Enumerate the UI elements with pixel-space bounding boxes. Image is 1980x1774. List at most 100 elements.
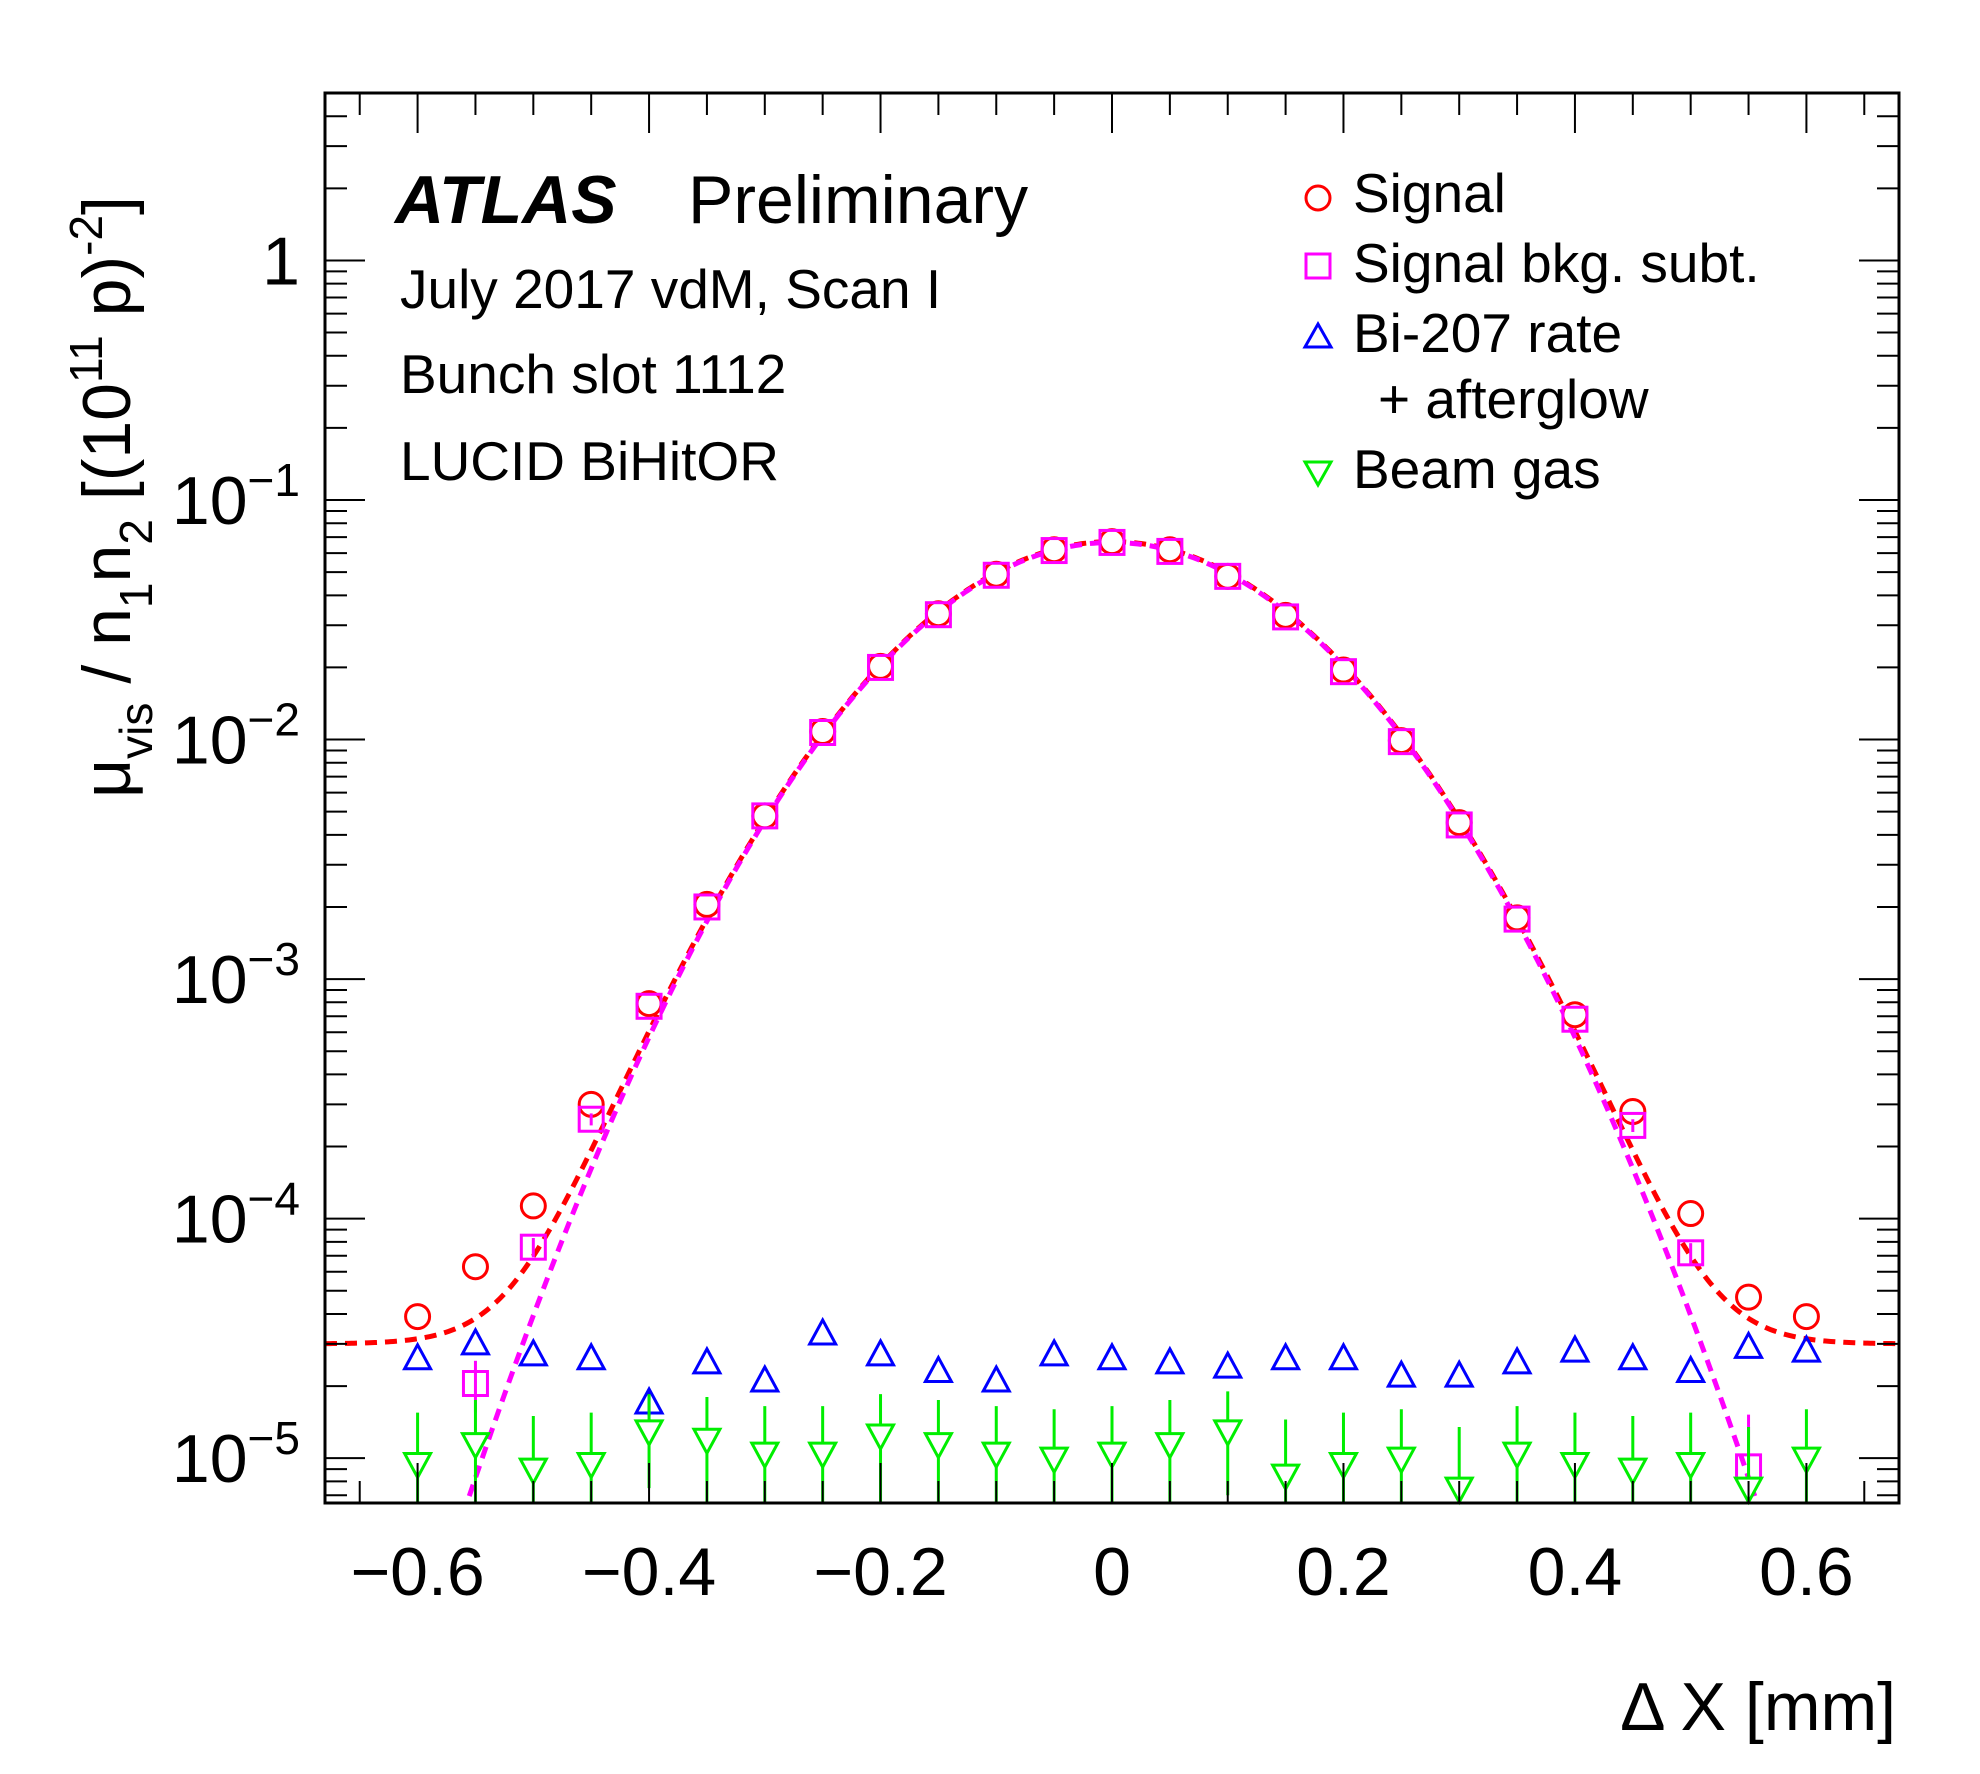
signal-point [1677, 1200, 1705, 1228]
signal-bkg-subt-point [693, 893, 721, 921]
bi207-point [807, 1316, 839, 1346]
y-tick-label: 10−4 [172, 1173, 300, 1258]
bi207-point [402, 1341, 434, 1371]
x-tick-label: −0.4 [582, 1534, 716, 1610]
legend: Signal Signal bkg. subt. Bi-207 rate + a… [1302, 162, 1760, 500]
signal-bkg-subt-point [1445, 811, 1473, 839]
y-title-open: [(10 [69, 383, 145, 519]
legend-label-signal-bkg-subt: Signal bkg. subt. [1353, 232, 1760, 294]
y-tick-base: 10 [172, 1182, 248, 1258]
y-title-p: p) [69, 256, 145, 335]
legend-label-signal: Signal [1353, 162, 1506, 224]
bi207-point [1443, 1359, 1475, 1388]
y-title-exp-minus2: -2 [60, 215, 112, 256]
x-tick-label: −0.6 [350, 1534, 484, 1610]
signal-point [1735, 1283, 1763, 1311]
beam-gas-point [517, 1457, 549, 1487]
legend-marker-bi207 [1302, 320, 1334, 349]
data-markers [402, 528, 1822, 1506]
annotation-line-1: July 2017 vdM, Scan I [400, 258, 941, 320]
legend-marker-signal [1304, 184, 1332, 212]
beam-gas-point [1501, 1441, 1533, 1471]
beam-gas-point [922, 1432, 954, 1461]
signal-bkg-subt-point [867, 653, 895, 681]
bi207-point [517, 1337, 549, 1367]
bi207-point [1385, 1359, 1417, 1388]
x-tick-label: −0.2 [813, 1534, 947, 1610]
x-axis-title: Δ X [mm] [1620, 1669, 1896, 1745]
signal-bkg-subt-point [1040, 537, 1068, 565]
y-title-exp11: 11 [60, 335, 112, 383]
signal-bkg-subt-point [461, 1370, 489, 1398]
fit-curves [324, 539, 1900, 1497]
signal-point [519, 1192, 547, 1220]
beam-gas-point [807, 1441, 839, 1471]
beam-gas-point [1096, 1441, 1128, 1471]
y-axis-title: μvis / n1n2 [(1011 p)-2] [60, 196, 162, 798]
legend-label-beam-gas: Beam gas [1353, 438, 1601, 500]
bi207-point [749, 1363, 781, 1393]
y-tick-base: 10 [172, 1421, 248, 1497]
signal-bkg-subt-point [1561, 1005, 1589, 1033]
beam-gas-point [633, 1419, 665, 1449]
atlas-label: ATLAS [393, 162, 617, 238]
bi207-point [1733, 1330, 1765, 1359]
x-tick-label: 0 [1093, 1534, 1131, 1610]
y-title-close: ] [69, 196, 145, 215]
signal-bkg-subt-point [1214, 562, 1242, 590]
y-title-mu: μ [69, 759, 145, 798]
bi207-point [922, 1354, 954, 1384]
beam-gas-point [980, 1441, 1012, 1471]
annotation-line-2: Bunch slot 1112 [400, 343, 786, 405]
signal-point [404, 1303, 432, 1331]
bi207-point [1096, 1341, 1128, 1371]
y-tick-exponent: −1 [248, 454, 300, 506]
bi207-point [1675, 1354, 1707, 1384]
beam-gas-point [1154, 1432, 1186, 1461]
beam-gas-point [1038, 1446, 1070, 1476]
annotation-line-3: LUCID BiHitOR [400, 430, 779, 492]
y-title-n: n [69, 545, 145, 583]
y-tick-label: 10−2 [172, 694, 300, 779]
bi207-point [1270, 1341, 1302, 1371]
signal-bkg-subt-point [1156, 537, 1184, 565]
signal-bkg-subt-point [1503, 905, 1531, 933]
x-tick-label: 0.6 [1759, 1534, 1854, 1610]
y-title-sub1: 1 [110, 582, 162, 608]
y-tick-base: 10 [172, 942, 248, 1018]
legend-label-afterglow: + afterglow [1378, 368, 1649, 430]
signal-bkg-subt-point [982, 561, 1010, 589]
bi207-point [1617, 1341, 1649, 1371]
y-title-sub2: 2 [110, 519, 162, 545]
signal-point [461, 1253, 489, 1281]
y-tick-exponent: −4 [248, 1173, 300, 1225]
signal-bkg-subt-point [1272, 603, 1300, 631]
y-tick-exponent: −2 [248, 694, 300, 746]
beam-gas-point [691, 1427, 723, 1457]
beam-gas-point [575, 1452, 607, 1481]
legend-label-bi207: Bi-207 rate [1353, 302, 1622, 364]
y-title-slash-n: / n [69, 608, 145, 703]
beam-gas-point [865, 1423, 897, 1453]
signal-bkg-subt-point [519, 1233, 547, 1261]
signal-bkg-subt-point [924, 601, 952, 629]
y-tick-exponent: −5 [248, 1412, 300, 1464]
beam-gas-point [1617, 1457, 1649, 1487]
y-tick-base: 1 [262, 223, 300, 299]
bi207-point [1212, 1349, 1244, 1379]
signal-bkg-subt-point [809, 718, 837, 746]
beam-gas-point [459, 1432, 491, 1461]
y-tick-label: 1 [262, 223, 300, 299]
bi207-point [1559, 1333, 1591, 1363]
y-title-vis: vis [110, 703, 162, 759]
beam-gas-point [1270, 1463, 1302, 1493]
signal-bkg-subt-point [577, 1105, 605, 1133]
signal-bkg-subt-point [1677, 1239, 1705, 1267]
bi207-point [691, 1345, 723, 1375]
signal-bkg-subt-point [751, 802, 779, 830]
y-tick-base: 10 [172, 463, 248, 539]
y-tick-label: 10−5 [172, 1412, 300, 1497]
bi207-point [1154, 1345, 1186, 1375]
beam-gas-point [749, 1441, 781, 1471]
